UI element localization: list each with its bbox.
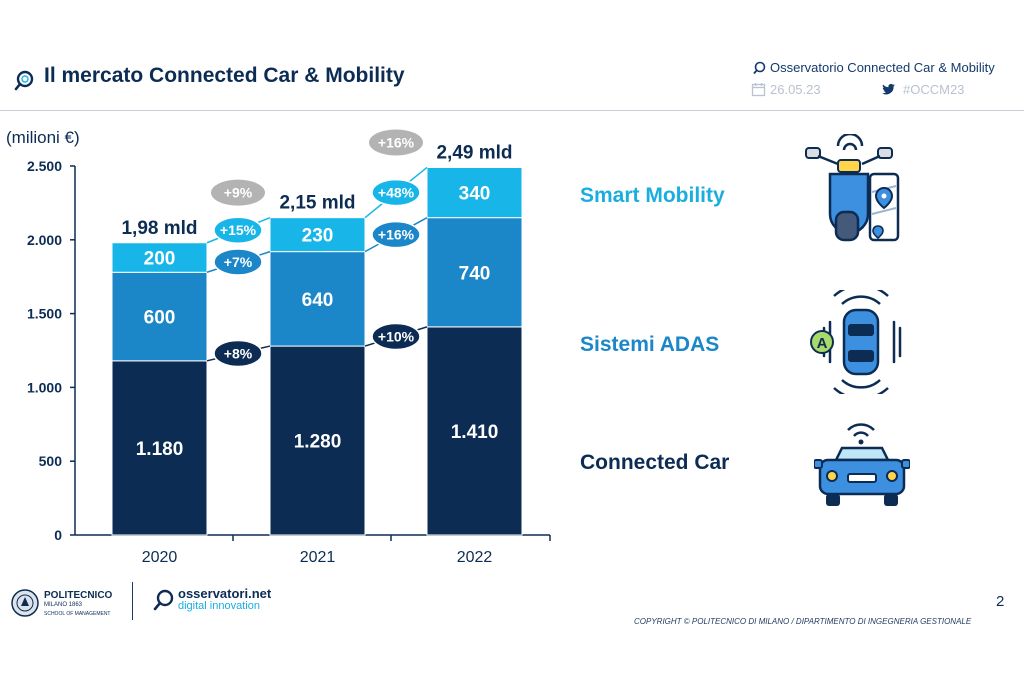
y-axis-label: (milioni €) bbox=[6, 128, 80, 147]
y-ticks: 0 500 1.000 1.500 2.000 2.500 bbox=[27, 158, 75, 543]
legend-connected-car: Connected Car bbox=[580, 451, 730, 474]
x-tick-label: 2022 bbox=[457, 549, 493, 566]
total-growth-badge-bg bbox=[369, 129, 423, 156]
data-label: 340 bbox=[459, 184, 491, 205]
bar-segment-adas bbox=[426, 217, 523, 328]
growth-badge-bg bbox=[213, 339, 263, 368]
calendar-icon bbox=[751, 83, 766, 97]
total-growth-badge: +9% bbox=[224, 185, 253, 201]
legend-smart-mobility: Smart Mobility bbox=[580, 184, 725, 207]
polimi-sub: MILANO 1863 bbox=[44, 602, 83, 608]
growth-badge-smart-mobility: +48% bbox=[378, 185, 415, 201]
growth-badge-connected-car: +10% bbox=[378, 328, 415, 344]
page-title: Il mercato Connected Car & Mobility bbox=[44, 64, 405, 87]
data-label: 600 bbox=[144, 308, 176, 329]
obsnet-tagline: digital innovation bbox=[178, 600, 260, 612]
polimi-school: SCHOOL OF MANAGEMENT bbox=[44, 611, 111, 617]
y-tick-label: 500 bbox=[39, 453, 63, 469]
scooter-map-icon bbox=[805, 134, 900, 242]
x-tick-label: 2021 bbox=[300, 549, 336, 566]
growth-badge-bg bbox=[371, 322, 421, 351]
y-tick-label: 2.500 bbox=[27, 158, 62, 174]
revenue-chart: (milioni €) 0 500 1.000 1.500 2.000 2.500 1.1… bbox=[6, 128, 551, 566]
data-label: 1.410 bbox=[451, 422, 499, 443]
total-label: 2,15 mld bbox=[279, 193, 355, 214]
event-date: 26.05.23 bbox=[770, 82, 821, 97]
y-tick-label: 2.000 bbox=[27, 232, 62, 248]
y-tick-label: 1.500 bbox=[27, 306, 62, 322]
svg-text:A: A bbox=[817, 335, 828, 352]
bar-segment-smart-mobility bbox=[426, 166, 523, 219]
data-label: 740 bbox=[459, 263, 491, 284]
bar-segment-smart-mobility bbox=[269, 217, 366, 253]
bars: 1.180 600 200 1,98 mld 2020 1.280 640 230 2,15 m… bbox=[111, 142, 551, 566]
copyright: COPYRIGHT © POLITECNICO DI MILANO / DIPA… bbox=[634, 617, 972, 626]
page-number: 2 bbox=[996, 593, 1005, 610]
bar-segment-connected-car bbox=[426, 326, 523, 536]
growth-badge-bg bbox=[371, 220, 421, 249]
search-icon bbox=[153, 589, 174, 611]
growth-badge-adas: +7% bbox=[224, 254, 253, 270]
polimi-name: POLITECNICO bbox=[44, 590, 113, 601]
polimi-seal-logo bbox=[11, 589, 39, 617]
x-tick-label: 2020 bbox=[142, 549, 178, 566]
data-label: 1.180 bbox=[136, 439, 184, 460]
observatory-name: Osservatorio Connected Car & Mobility bbox=[770, 60, 995, 75]
legend-adas: Sistemi ADAS bbox=[580, 333, 720, 356]
y-tick-label: 0 bbox=[54, 527, 62, 543]
y-tick-label: 1.000 bbox=[27, 379, 62, 395]
growth-badge-bg bbox=[213, 216, 263, 244]
search-icon bbox=[753, 61, 766, 75]
hashtag: #OCCM23 bbox=[903, 82, 965, 97]
total-label: 2,49 mld bbox=[436, 142, 512, 163]
growth-badge-smart-mobility: +15% bbox=[220, 222, 257, 238]
connected-car-icon bbox=[814, 423, 910, 506]
data-label: 1.280 bbox=[294, 432, 342, 453]
total-growth-badge-bg bbox=[211, 179, 265, 206]
total-growth-badge: +16% bbox=[378, 134, 415, 150]
data-label: 230 bbox=[302, 226, 334, 247]
header-divider bbox=[0, 110, 1024, 111]
growth-badge-adas: +16% bbox=[378, 227, 415, 243]
total-label: 1,98 mld bbox=[121, 218, 197, 239]
growth-badge-connected-car: +8% bbox=[224, 345, 253, 361]
data-label: 200 bbox=[144, 249, 176, 270]
bar-segment-smart-mobility bbox=[111, 242, 208, 273]
search-icon bbox=[14, 70, 34, 91]
bar-segment-adas bbox=[269, 251, 366, 347]
adas-car-icon: A bbox=[810, 290, 902, 394]
obsnet-logo-text: osservatori.net bbox=[178, 586, 272, 601]
data-label: 640 bbox=[302, 290, 334, 311]
twitter-icon bbox=[882, 83, 895, 95]
growth-badge-bg bbox=[213, 248, 263, 276]
growth-badge-bg bbox=[371, 178, 421, 207]
growth-badges: +8% +7% +15% +9% +10% +16% +48% +16% bbox=[206, 129, 428, 368]
footer-divider bbox=[132, 582, 133, 620]
